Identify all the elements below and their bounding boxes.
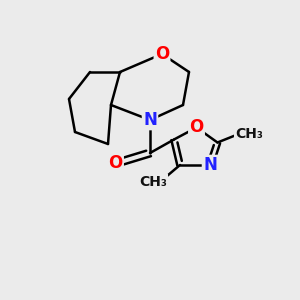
Text: N: N [203, 156, 217, 174]
Text: O: O [155, 45, 169, 63]
Text: O: O [108, 154, 123, 172]
Text: CH₃: CH₃ [139, 175, 167, 188]
Text: CH₃: CH₃ [235, 127, 263, 140]
Text: O: O [189, 118, 204, 136]
Text: N: N [143, 111, 157, 129]
